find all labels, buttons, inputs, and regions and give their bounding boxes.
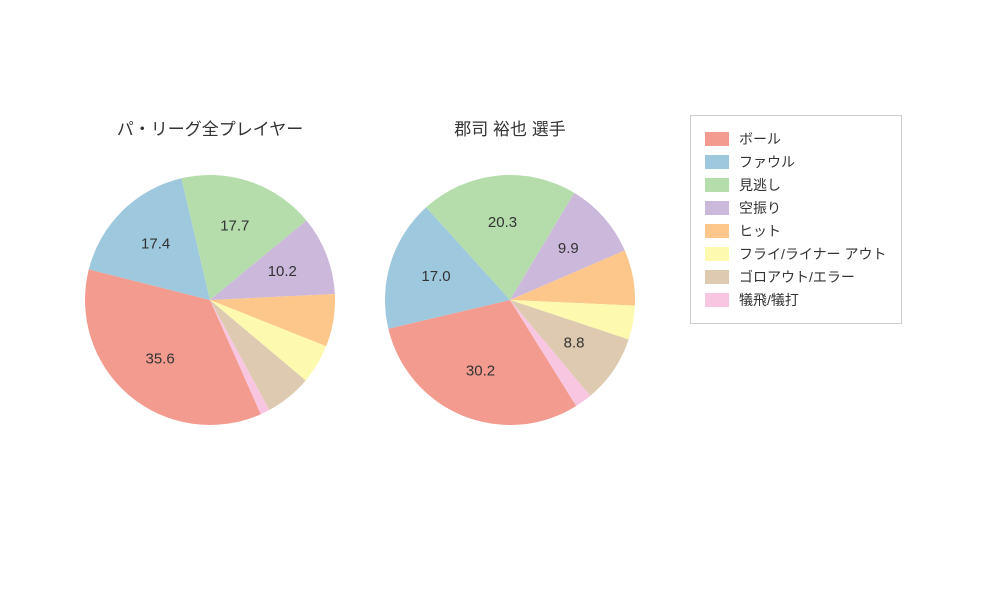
legend: ボールファウル見逃し空振りヒットフライ/ライナー アウトゴロアウト/エラー犠飛/… — [690, 115, 902, 324]
legend-swatch — [705, 178, 729, 192]
pie-slice-label: 17.4 — [141, 236, 170, 253]
legend-label: ボール — [739, 129, 781, 149]
pie-chart-1: 30.2 17.0 20.3 9.9 8.8 — [365, 155, 655, 445]
legend-label: 空振り — [739, 198, 781, 218]
pie-slice-label: 8.8 — [564, 335, 585, 352]
legend-item: 空振り — [705, 198, 887, 218]
legend-label: ヒット — [739, 221, 781, 241]
legend-swatch — [705, 270, 729, 284]
legend-item: ファウル — [705, 152, 887, 172]
legend-swatch — [705, 293, 729, 307]
pie-chart-0: 35.6 17.4 17.7 10.2 — [65, 155, 355, 445]
legend-label: フライ/ライナー アウト — [739, 244, 887, 264]
legend-label: 犠飛/犠打 — [739, 290, 799, 310]
legend-swatch — [705, 224, 729, 238]
pie-slice-label: 17.0 — [421, 268, 450, 285]
legend-item: フライ/ライナー アウト — [705, 244, 887, 264]
legend-item: 犠飛/犠打 — [705, 290, 887, 310]
pie-slice-label: 10.2 — [268, 263, 297, 280]
legend-item: 見逃し — [705, 175, 887, 195]
legend-item: ヒット — [705, 221, 887, 241]
legend-swatch — [705, 132, 729, 146]
legend-label: ゴロアウト/エラー — [739, 267, 855, 287]
pie-title-0: パ・リーグ全プレイヤー — [80, 115, 340, 140]
chart-container: { "background_color": "#ffffff", "label_… — [0, 0, 1000, 600]
legend-swatch — [705, 201, 729, 215]
pie-title-1: 郡司 裕也 選手 — [380, 115, 640, 140]
legend-item: ゴロアウト/エラー — [705, 267, 887, 287]
pie-slice-label: 9.9 — [558, 240, 579, 257]
legend-item: ボール — [705, 129, 887, 149]
pie-slice-label: 20.3 — [488, 214, 517, 231]
pie-slice-label: 17.7 — [220, 218, 249, 235]
legend-label: 見逃し — [739, 175, 781, 195]
legend-label: ファウル — [739, 152, 795, 172]
legend-swatch — [705, 155, 729, 169]
pie-slice-label: 35.6 — [145, 350, 174, 367]
pie-slice-label: 30.2 — [466, 363, 495, 380]
legend-swatch — [705, 247, 729, 261]
